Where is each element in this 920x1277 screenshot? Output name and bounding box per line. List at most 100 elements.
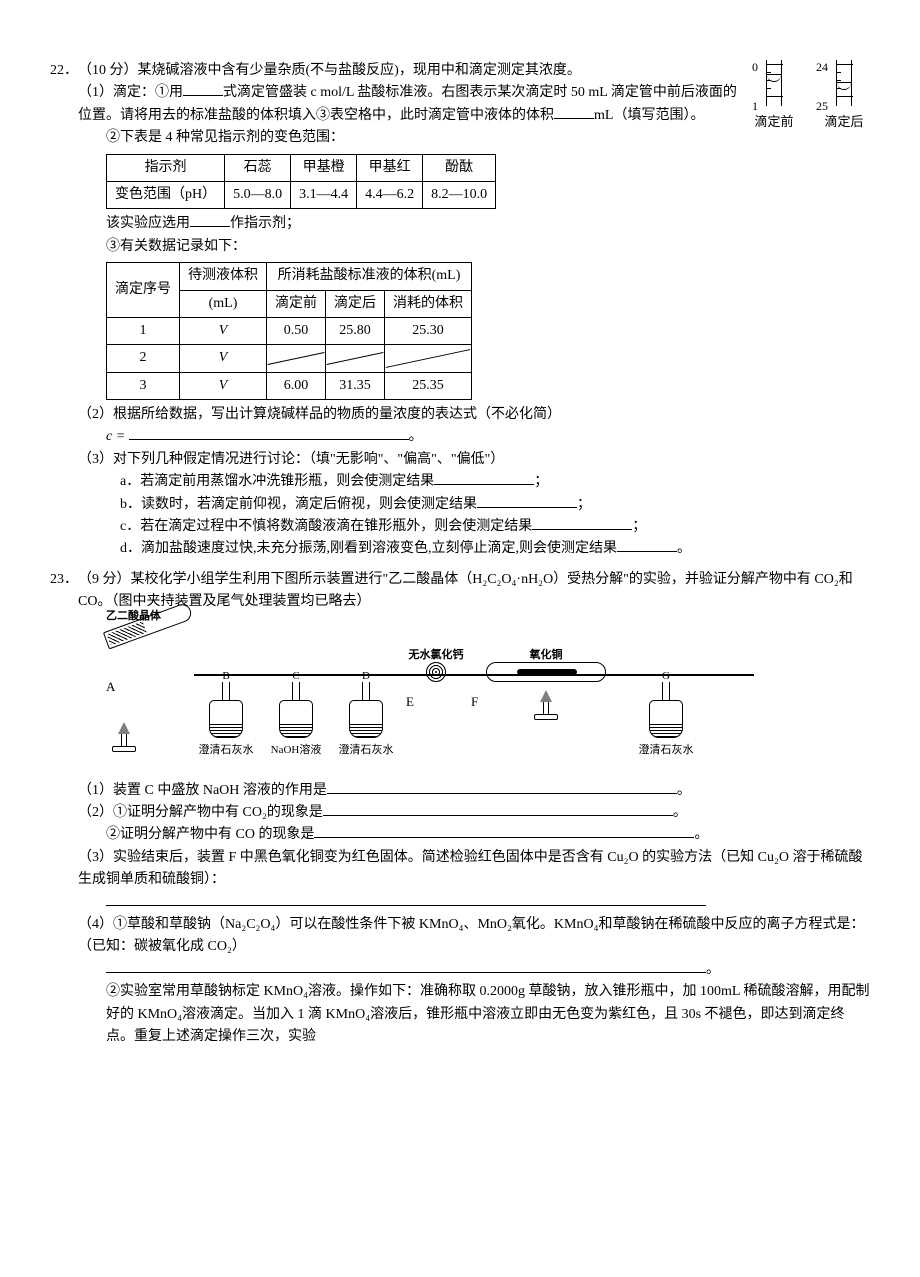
burette-after: 24 25 滴定后 (818, 60, 870, 133)
blank-q23-1 (327, 793, 677, 794)
burette-before: 0 1 滴定前 (748, 60, 800, 133)
dt-r1c2: 0.50 (267, 317, 326, 344)
q22-p3d-text: d．滴加盐酸速度过快,未充分振荡,刚看到溶液变色,立刻停止滴定,则会使测定结果 (120, 541, 617, 556)
ind-h4: 酚酞 (423, 154, 496, 181)
label-f: F (471, 692, 478, 713)
dt-h3: 所消耗盐酸标准液的体积(mL) (267, 263, 472, 290)
dt-h1: 滴定序号 (107, 263, 180, 318)
dt-r2c4 (385, 345, 472, 372)
blank-3d (617, 551, 677, 552)
blank-volume (554, 118, 594, 119)
label-b-below: 澄清石灰水 (199, 742, 254, 760)
q23-p2-1-pre: （2）①证明分解产物中有 CO₂的现象是 (78, 805, 323, 820)
dt-sh0: 滴定前 (267, 290, 326, 317)
q22-p3b: b．读数时，若滴定前仰视，滴定后俯视，则会使测定结果； (50, 494, 870, 516)
ind-h2: 甲基橙 (291, 154, 357, 181)
label-a: A (106, 677, 115, 698)
q23-p2-1-end: 。 (673, 805, 687, 820)
question-23: 23． （9 分）某校化学小组学生利用下图所示装置进行"乙二酸晶体（H₂C₂O₄… (50, 569, 870, 1048)
blank-3b (477, 507, 577, 508)
indicator-table: 指示剂 石蕊 甲基橙 甲基红 酚酞 变色范围（pH） 5.0—8.0 3.1—4… (106, 154, 496, 210)
dt-r2c2 (267, 345, 326, 372)
q22-c-eq: c = (106, 429, 125, 444)
q23-header-text: （9 分）某校化学小组学生利用下图所示装置进行"乙二酸晶体（H₂C₂O₄·nH₂… (78, 569, 870, 614)
label-g-below: 澄清石灰水 (639, 742, 694, 760)
blank-q23-2-2 (314, 837, 694, 838)
dt-r2c0: 2 (107, 345, 180, 372)
q23-p2-2-pre: ②证明分解产物中有 CO 的现象是 (106, 827, 314, 842)
dt-r1c1: V (180, 317, 267, 344)
dt-sh1: 滴定后 (326, 290, 385, 317)
q23-p4-2: ②实验室常用草酸钠标定 KMnO₄溶液。操作如下：准确称取 0.2000g 草酸… (50, 981, 870, 1048)
label-f-above: 氧化铜 (530, 647, 563, 665)
dt-r3c2: 6.00 (267, 372, 326, 399)
q23-p1: （1）装置 C 中盛放 NaOH 溶液的作用是。 (50, 780, 870, 802)
ind-r3: 8.2—10.0 (423, 181, 496, 208)
q22-p1-suffix: mL（填写范围）。 (594, 108, 704, 123)
q23-p4-1: （4）①草酸和草酸钠（Na₂C₂O₄）可以在酸性条件下被 KMnO₄、MnO₂氧… (50, 914, 870, 959)
question-22: 0 1 滴定前 24 25 (50, 60, 870, 561)
q22-p1-2b-pre: 该实验应选用 (106, 216, 190, 231)
q22-p3d: d．滴加盐酸速度过快,未充分振荡,刚看到溶液变色,立刻停止滴定,则会使测定结果 。 (50, 538, 870, 560)
burette-after-top: 24 (816, 58, 828, 77)
q22-p3c-text: c．若在滴定过程中不慎将数滴酸液滴在锥形瓶外，则会使测定结果 (120, 519, 532, 534)
q23-p2-2-end: 。 (694, 827, 708, 842)
q22-p1-2: ②下表是 4 种常见指示剂的变色范围： (50, 127, 870, 149)
blank-indicator (190, 226, 230, 227)
ind-h1: 石蕊 (225, 154, 291, 181)
blank-q23-2-1 (323, 815, 673, 816)
blank-q23-3 (50, 892, 870, 914)
label-b: B (222, 668, 229, 686)
q22-p3c: c．若在滴定过程中不慎将数滴酸液滴在锥形瓶外，则会使测定结果； (50, 516, 870, 538)
ind-h0: 指示剂 (107, 154, 225, 181)
ind-r1: 3.1—4.4 (291, 181, 357, 208)
q22-p3a-text: a．若滴定前用蒸馏水冲洗锥形瓶，则会使测定结果 (120, 474, 434, 489)
dt-r2c3 (326, 345, 385, 372)
ind-h3: 甲基红 (357, 154, 423, 181)
q22-p3b-text: b．读数时，若滴定前仰视，滴定后俯视，则会使测定结果 (120, 497, 477, 512)
flask-d: D 澄清石灰水 (346, 682, 386, 742)
label-d-below: 澄清石灰水 (339, 742, 394, 760)
dt-r3c0: 3 (107, 372, 180, 399)
q22-p3: （3）对下列几种假定情况进行讨论：（填"无影响"、"偏高"、"偏低"） (50, 449, 870, 471)
burner-f (534, 690, 558, 720)
blank-q23-4-1: 。 (50, 959, 870, 981)
dt-h2u: (mL) (180, 290, 267, 317)
dt-r1c3: 25.80 (326, 317, 385, 344)
q22-p2: （2）根据所给数据，写出计算烧碱样品的物质的量浓度的表达式（不必化简） (50, 404, 870, 426)
apparatus-diagram: 乙二酸晶体 A B 澄清石灰水 C NaOH溶液 D 澄清石灰水 无 (106, 622, 870, 772)
q22-number: 22． (50, 60, 78, 82)
q22-p3a: a．若滴定前用蒸馏水冲洗锥形瓶，则会使测定结果 ； (50, 471, 870, 493)
q22-p2-expr: c = 。 (50, 426, 870, 448)
q23-p4-1-end: 。 (706, 962, 720, 977)
flask-g: G 澄清石灰水 (646, 682, 686, 742)
q22-p3a-end: ； (534, 474, 548, 489)
q22-p1-prefix: （1）滴定：①用 (78, 85, 183, 100)
test-tube-a: 乙二酸晶体 (106, 632, 196, 650)
label-d: D (362, 668, 370, 686)
q22-p1-2b-post: 作指示剂； (230, 216, 300, 231)
dt-r3c4: 25.35 (385, 372, 472, 399)
dt-r3c1: V (180, 372, 267, 399)
ball-e: 无水氯化钙 (426, 662, 446, 682)
label-c: C (292, 668, 299, 686)
blank-3a (434, 484, 534, 485)
ind-r0: 5.0—8.0 (225, 181, 291, 208)
label-c-below: NaOH溶液 (271, 742, 322, 760)
burette-after-bot: 25 (816, 97, 828, 116)
q22-p1-3: ③有关数据记录如下： (50, 236, 870, 258)
blank-buret-type (183, 95, 223, 96)
label-e-above: 无水氯化钙 (409, 647, 464, 665)
data-table: 滴定序号 待测液体积 所消耗盐酸标准液的体积(mL) (mL) 滴定前 滴定后 … (106, 262, 472, 400)
q22-p1-2b: 该实验应选用 作指示剂； (50, 213, 870, 235)
q22-p3d-end: 。 (677, 541, 691, 556)
q22-p1: （1）滴定：①用式滴定管盛装 c mol/L 盐酸标准液。右图表示某次滴定时 5… (50, 82, 870, 127)
q23-p1-pre: （1）装置 C 中盛放 NaOH 溶液的作用是 (78, 783, 327, 798)
burette-figure: 0 1 滴定前 24 25 (748, 60, 870, 133)
label-e: E (406, 692, 414, 713)
dt-r1c0: 1 (107, 317, 180, 344)
blank-expression (129, 439, 409, 440)
q23-p2-2: ②证明分解产物中有 CO 的现象是 。 (50, 824, 870, 846)
ind-rl: 变色范围（pH） (107, 181, 225, 208)
dt-r1c4: 25.30 (385, 317, 472, 344)
